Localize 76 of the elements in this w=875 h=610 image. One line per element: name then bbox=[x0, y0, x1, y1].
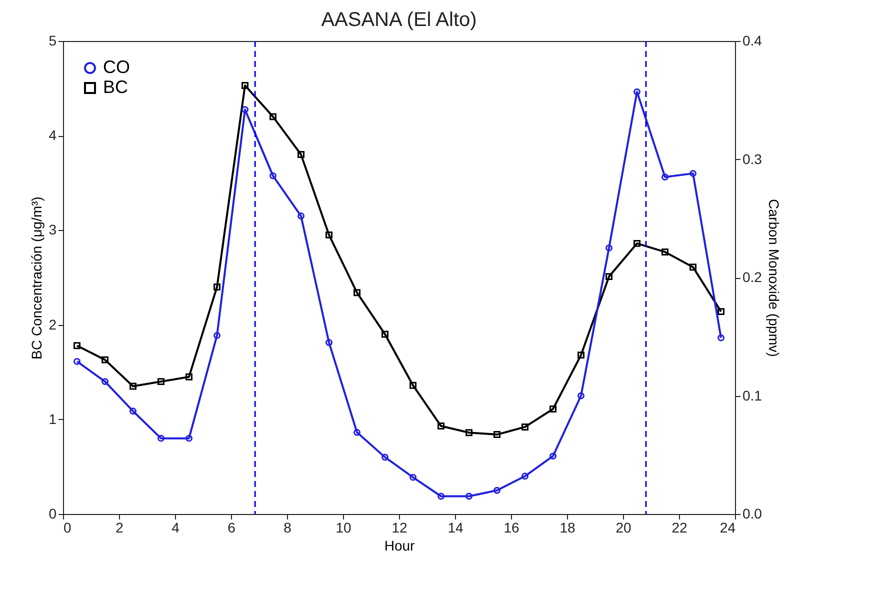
x-tick-label: 14 bbox=[448, 520, 464, 536]
point bbox=[354, 289, 360, 296]
x-tick-label: 0 bbox=[64, 520, 72, 536]
point bbox=[74, 342, 80, 350]
point bbox=[550, 452, 556, 460]
y2-tick-label: 0.3 bbox=[742, 150, 762, 167]
point bbox=[326, 231, 332, 238]
y-tick-label: 1 bbox=[48, 410, 57, 427]
x-tick-label: 2 bbox=[116, 520, 124, 536]
point bbox=[326, 339, 332, 346]
point bbox=[158, 434, 164, 442]
y-axis-title: BC Concentración (μg/m³) bbox=[28, 196, 45, 360]
y2-tick-label: 0.1 bbox=[742, 387, 762, 404]
x-tick-label: 4 bbox=[172, 520, 180, 536]
y2-tick-label: 0.4 bbox=[742, 32, 762, 48]
y-tick-label: 2 bbox=[48, 316, 57, 332]
y2-tick-label: 0.2 bbox=[742, 269, 762, 285]
x-axis-title: Hour bbox=[384, 538, 416, 554]
point bbox=[130, 408, 136, 415]
legend-label: BC bbox=[103, 77, 128, 97]
point bbox=[130, 382, 136, 390]
x-tick-label: 10 bbox=[336, 520, 352, 536]
point bbox=[466, 429, 472, 436]
point bbox=[466, 492, 472, 500]
point bbox=[438, 422, 444, 430]
y-tick-label: 0 bbox=[48, 506, 57, 522]
point bbox=[214, 283, 220, 290]
point bbox=[494, 486, 500, 494]
point bbox=[382, 330, 388, 338]
chart-title: AASANA (El Alto) bbox=[321, 9, 477, 31]
x-tick-label: 22 bbox=[672, 520, 688, 536]
point bbox=[298, 151, 304, 158]
point bbox=[662, 248, 668, 256]
x-tick-label: 6 bbox=[228, 520, 236, 536]
point bbox=[606, 244, 612, 252]
point bbox=[410, 474, 416, 481]
point bbox=[242, 82, 248, 89]
point bbox=[214, 332, 220, 339]
point bbox=[718, 308, 724, 316]
x-tick-label: 8 bbox=[284, 520, 292, 536]
point bbox=[578, 392, 584, 400]
point bbox=[494, 431, 500, 438]
point bbox=[438, 492, 444, 500]
y-tick-label: 4 bbox=[48, 127, 57, 144]
point bbox=[158, 378, 164, 386]
x-tick-label: 24 bbox=[720, 520, 736, 536]
point bbox=[690, 264, 696, 271]
x-tick-label: 12 bbox=[392, 520, 408, 536]
point bbox=[298, 212, 304, 220]
y2-tick-label: 0.0 bbox=[742, 506, 762, 522]
point bbox=[270, 113, 276, 120]
x-tick-label: 16 bbox=[504, 520, 520, 536]
point bbox=[578, 352, 584, 359]
point bbox=[550, 406, 556, 412]
x-tick-label: 20 bbox=[616, 520, 632, 536]
point bbox=[410, 382, 416, 389]
x-tick-label: 18 bbox=[560, 520, 576, 536]
point bbox=[102, 356, 108, 364]
point bbox=[242, 106, 248, 114]
point bbox=[690, 170, 696, 177]
point bbox=[186, 434, 192, 442]
point bbox=[270, 172, 276, 180]
point bbox=[186, 373, 192, 380]
point bbox=[606, 273, 612, 280]
point bbox=[634, 88, 640, 96]
y-tick-label: 3 bbox=[48, 222, 57, 238]
point bbox=[634, 240, 640, 247]
point bbox=[102, 378, 108, 386]
y2-axis-title: Carbon Monoxide (ppmv) bbox=[766, 199, 782, 357]
point bbox=[662, 174, 668, 180]
point bbox=[522, 423, 528, 430]
legend-label: CO bbox=[103, 57, 130, 77]
point bbox=[354, 428, 360, 436]
point bbox=[522, 472, 528, 480]
y-tick-label: 5 bbox=[48, 32, 57, 48]
point bbox=[382, 454, 388, 461]
